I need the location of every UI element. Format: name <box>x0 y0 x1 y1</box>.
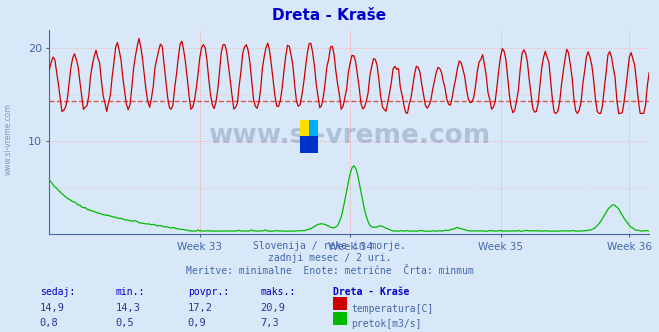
Bar <box>300 136 309 153</box>
Text: 0,8: 0,8 <box>40 318 58 328</box>
Text: 17,2: 17,2 <box>188 303 213 313</box>
Text: sedaj:: sedaj: <box>40 287 74 297</box>
Bar <box>309 136 318 153</box>
Text: Meritve: minimalne  Enote: metrične  Črta: minmum: Meritve: minimalne Enote: metrične Črta:… <box>186 266 473 276</box>
Text: 20,9: 20,9 <box>260 303 285 313</box>
Text: Dreta - Kraše: Dreta - Kraše <box>333 287 409 297</box>
Text: www.si-vreme.com: www.si-vreme.com <box>208 123 490 149</box>
Bar <box>309 120 318 136</box>
Text: 14,3: 14,3 <box>115 303 140 313</box>
Text: 0,9: 0,9 <box>188 318 206 328</box>
Text: www.si-vreme.com: www.si-vreme.com <box>3 104 13 175</box>
Text: 7,3: 7,3 <box>260 318 279 328</box>
Text: 0,5: 0,5 <box>115 318 134 328</box>
Text: Slovenija / reke in morje.: Slovenija / reke in morje. <box>253 241 406 251</box>
Text: Dreta - Kraše: Dreta - Kraše <box>272 8 387 23</box>
Text: zadnji mesec / 2 uri.: zadnji mesec / 2 uri. <box>268 253 391 263</box>
Text: temperatura[C]: temperatura[C] <box>351 304 434 314</box>
Bar <box>300 120 309 136</box>
Text: pretok[m3/s]: pretok[m3/s] <box>351 319 422 329</box>
Text: povpr.:: povpr.: <box>188 287 229 297</box>
Text: maks.:: maks.: <box>260 287 295 297</box>
Text: 14,9: 14,9 <box>40 303 65 313</box>
Text: min.:: min.: <box>115 287 145 297</box>
